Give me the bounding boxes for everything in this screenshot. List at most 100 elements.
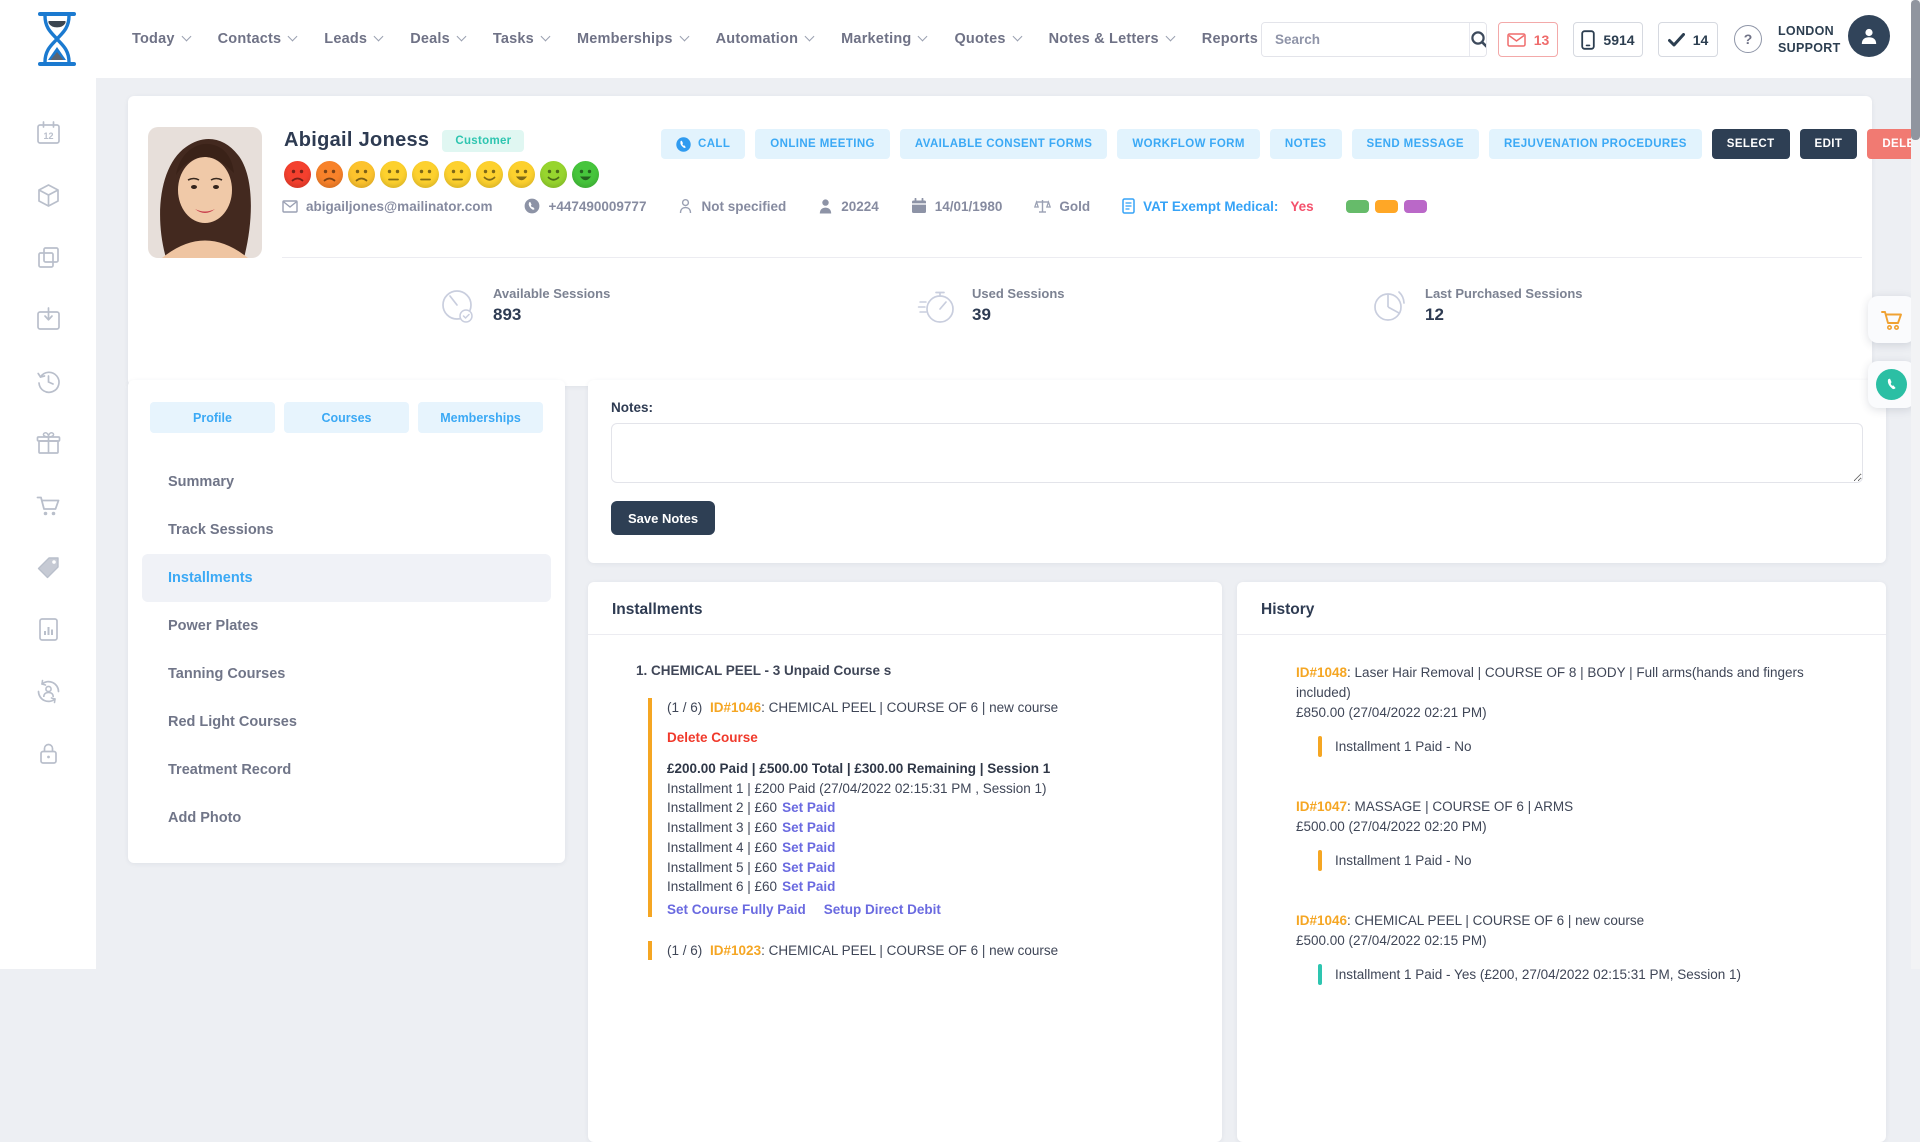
tasks-badge[interactable]: 14 [1658,22,1718,57]
setup-direct-debit-link[interactable]: Setup Direct Debit [823,901,941,917]
notes-textarea[interactable] [611,423,1863,483]
nav-item-memberships[interactable]: Memberships [577,31,690,47]
menu-item-treatment-record[interactable]: Treatment Record [168,762,292,778]
svg-text:12: 12 [43,131,53,141]
calendar-import-icon[interactable] [35,306,62,333]
app-logo[interactable] [34,11,80,67]
nav-label: Leads [324,31,368,47]
search-button[interactable] [1469,23,1486,56]
nav-item-notes-letters[interactable]: Notes & Letters [1049,31,1176,47]
satisfaction-emoji-neutral[interactable] [412,161,439,188]
calendar-date-icon[interactable]: 12 [35,120,62,147]
satisfaction-emoji-happy[interactable] [508,161,535,188]
select-button[interactable]: SELECT [1711,129,1790,159]
set-course-fully-paid-link[interactable]: Set Course Fully Paid [667,901,806,917]
menu-item-track-sessions[interactable]: Track Sessions [168,522,274,538]
profile-divider [282,257,1862,258]
set-paid-link[interactable]: Set Paid [782,879,836,895]
history-amount: £850.00 (27/04/2022 02:21 PM) [1296,705,1487,720]
customer-photo[interactable] [148,127,262,258]
history-amount: £500.00 (27/04/2022 02:20 PM) [1296,819,1487,834]
notes-button[interactable]: NOTES [1269,129,1342,159]
history-id: ID#1048 [1296,665,1348,680]
user-avatar[interactable] [1848,15,1890,57]
nav-label: Quotes [954,31,1006,47]
copy-icon[interactable] [35,244,62,271]
call-quick-button[interactable] [1868,361,1915,408]
person-filled-icon [820,199,832,214]
profile-section-nav: Profile Courses Memberships Summary Trac… [128,380,565,863]
person-outline-icon [680,198,692,214]
stat-value: 12 [1425,305,1444,324]
chevron-down-icon [679,31,690,42]
send-message-button[interactable]: SEND MESSAGE [1351,129,1479,159]
messages-badge[interactable]: 13 [1498,22,1558,57]
consent-forms-button[interactable]: AVAILABLE CONSENT FORMS [899,129,1108,159]
satisfaction-emoji-delighted[interactable] [572,161,599,188]
nav-item-contacts[interactable]: Contacts [218,31,298,47]
satisfaction-emoji-very-happy[interactable] [540,161,567,188]
set-paid-link[interactable]: Set Paid [782,800,836,816]
set-paid-link[interactable]: Set Paid [782,820,836,836]
calls-badge[interactable]: 5914 [1573,22,1643,57]
call-button[interactable]: CALL [661,129,746,159]
gift-icon[interactable] [35,430,62,457]
menu-item-power-plates[interactable]: Power Plates [168,618,259,634]
menu-item-red-light-courses[interactable]: Red Light Courses [168,714,297,730]
color-tag-purple[interactable] [1403,199,1427,213]
package-icon[interactable] [35,182,62,209]
installments-panel: Installments 1. CHEMICAL PEEL - 3 Unpaid… [588,582,1222,1142]
tab-profile[interactable]: Profile [150,402,275,433]
menu-item-tanning-courses[interactable]: Tanning Courses [168,666,286,682]
cart-icon[interactable] [35,492,62,519]
set-paid-link[interactable]: Set Paid [782,839,836,855]
search-input[interactable] [1262,23,1469,56]
scrollbar-thumb[interactable] [1911,0,1920,140]
nav-item-reports[interactable]: Reports [1201,31,1275,47]
nav-label: Reports [1201,31,1258,47]
history-icon[interactable] [35,368,62,395]
nav-item-leads[interactable]: Leads [324,31,384,47]
course-id: ID#1023 [710,942,762,958]
satisfaction-emoji-sad[interactable] [348,161,375,188]
phone-circle-icon [1876,369,1907,400]
rejuvenation-procedures-button[interactable]: REJUVENATION PROCEDURES [1488,129,1702,159]
tab-memberships[interactable]: Memberships [418,402,543,433]
color-tag-green[interactable] [1345,199,1369,213]
workflow-form-button[interactable]: WORKFLOW FORM [1117,129,1260,159]
nav-item-marketing[interactable]: Marketing [841,31,928,47]
nav-item-today[interactable]: Today [132,31,192,47]
nav-item-deals[interactable]: Deals [410,31,467,47]
menu-item-summary[interactable]: Summary [168,474,235,490]
nav-item-tasks[interactable]: Tasks [493,31,551,47]
online-meeting-button[interactable]: ONLINE MEETING [755,129,890,159]
satisfaction-emoji-angry[interactable] [284,161,311,188]
nav-label: Today [132,31,175,47]
nav-item-automation[interactable]: Automation [716,31,815,47]
vat-exempt-status[interactable]: VAT Exempt Medical: Yes [1122,198,1314,214]
satisfaction-emoji-pleased[interactable] [476,161,503,188]
cart-quick-button[interactable] [1868,296,1915,343]
stat-last-purchased-sessions: Last Purchased Sessions 12 [1369,284,1583,328]
customer-profile-card: Abigail Joness Customer abigailjones@mai… [128,96,1920,386]
page-scrollbar [1911,0,1920,969]
satisfaction-emoji-neutral[interactable] [444,161,471,188]
nav-item-quotes[interactable]: Quotes [954,31,1023,47]
report-icon[interactable] [35,616,62,643]
edit-button[interactable]: EDIT [1799,129,1858,159]
color-tag-orange[interactable] [1374,199,1398,213]
lock-icon[interactable] [35,740,62,767]
menu-item-installments[interactable]: Installments [142,554,551,602]
save-notes-button[interactable]: Save Notes [611,501,716,535]
satisfaction-emoji-neutral[interactable] [380,161,407,188]
delete-course-link[interactable]: Delete Course [667,730,758,745]
tab-courses[interactable]: Courses [284,402,409,433]
help-button[interactable]: ? [1734,25,1762,53]
user-sync-icon[interactable] [35,678,62,705]
installment-row-6: Installment 6 | £60 Set Paid [667,879,836,895]
satisfaction-emoji-unhappy[interactable] [316,161,343,188]
price-tag-icon[interactable] [35,554,62,581]
set-paid-link[interactable]: Set Paid [782,859,836,875]
menu-item-add-photo[interactable]: Add Photo [168,810,242,826]
installment-row-2: Installment 2 | £60 Set Paid [667,800,836,816]
